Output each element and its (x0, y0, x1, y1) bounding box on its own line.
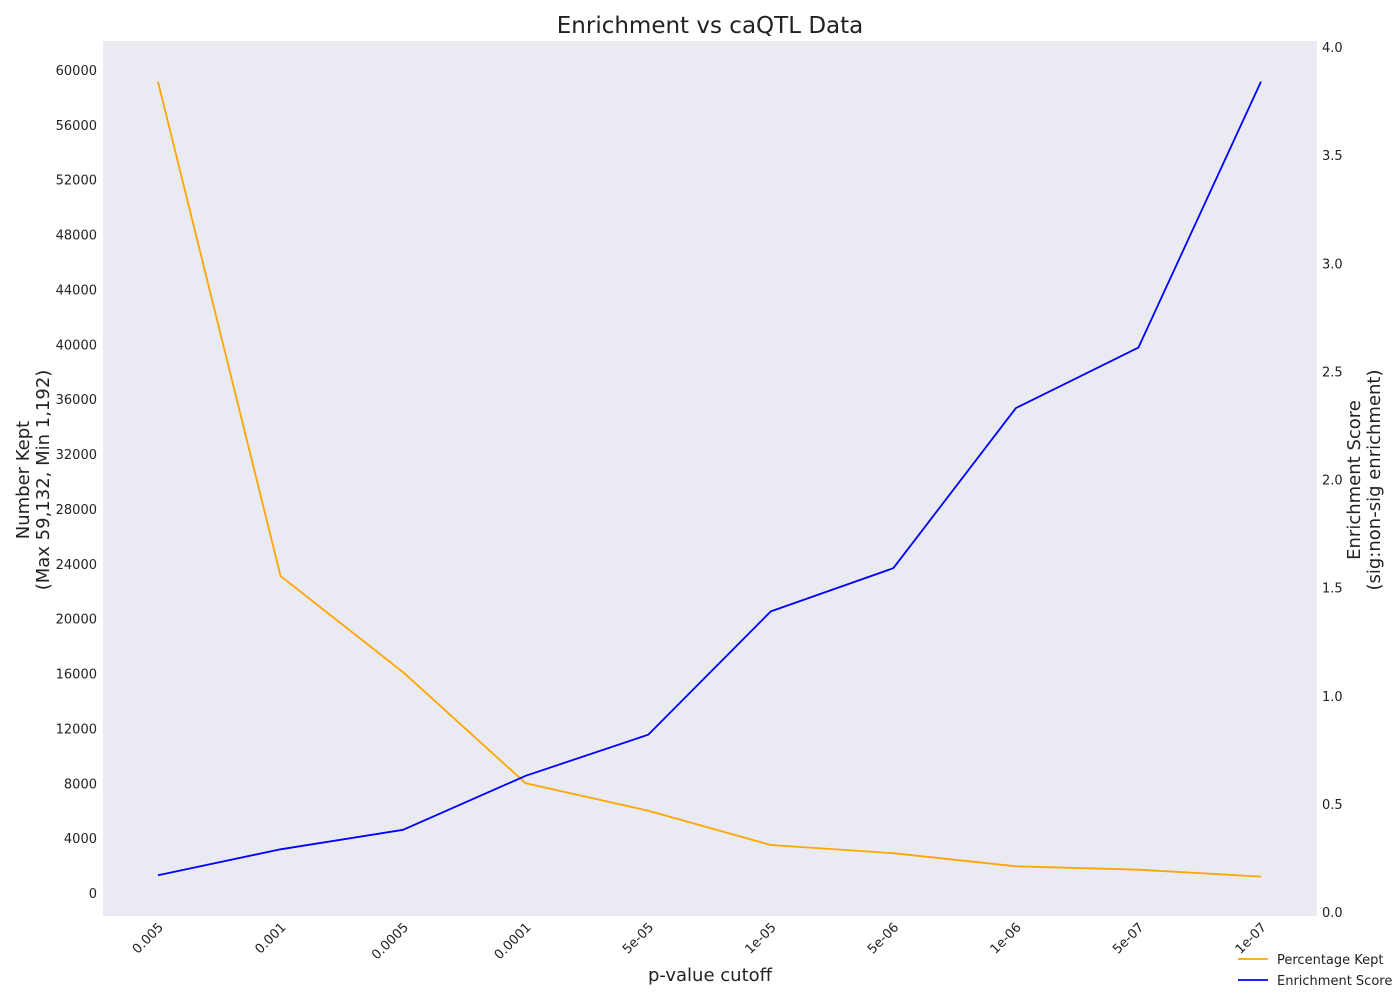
left-axis-label: Number Kept (Max 59,132, Min 1,192) (13, 370, 54, 591)
right-tick-label: 3.0 (1322, 257, 1343, 272)
x-tick-label: 5e-07 (1110, 920, 1147, 957)
left-tick-label: 32000 (56, 448, 97, 463)
x-tick-label: 1e-06 (988, 920, 1025, 957)
right-tick-label: 2.0 (1322, 474, 1343, 489)
left-tick-label: 28000 (56, 503, 97, 518)
right-tick-label: 1.0 (1322, 690, 1343, 705)
left-tick-label: 24000 (56, 558, 97, 573)
x-tick-label: 5e-05 (620, 920, 657, 957)
left-tick-label: 56000 (56, 119, 97, 134)
left-axis-label-line-2: (Max 59,132, Min 1,192) (33, 370, 54, 591)
series-line-percentage-kept (157, 81, 1262, 878)
left-tick-label: 44000 (56, 283, 97, 298)
x-tick-label: 0.001 (252, 920, 289, 957)
x-axis-label: p-value cutoff (648, 965, 773, 986)
x-tick-label: 0.0001 (492, 920, 535, 963)
plot-area (103, 41, 1317, 916)
right-tick-label: 2.5 (1322, 365, 1343, 380)
left-tick-label: 52000 (56, 174, 97, 189)
right-y-ticks: 0.0 0.5 1.0 1.5 2.0 2.5 3.0 3.5 4.0 (1322, 41, 1343, 921)
right-tick-label: 3.5 (1322, 149, 1343, 164)
x-tick-label: 1e-05 (742, 920, 779, 957)
x-ticks: 0.005 0.001 0.0005 0.0001 5e-05 1e-05 5e-06 1e-… (130, 920, 1270, 963)
x-tick-label: 1e-07 (1233, 920, 1270, 957)
series-lines (157, 81, 1262, 878)
left-tick-label: 60000 (56, 64, 97, 79)
x-tick-label: 0.005 (130, 920, 167, 957)
right-axis-label-line-1: Enrichment Score (1344, 400, 1365, 560)
right-axis-label-line-2: (sig:non-sig enrichment) (1364, 369, 1385, 590)
left-tick-label: 40000 (56, 338, 97, 353)
left-tick-label: 12000 (56, 722, 97, 737)
right-tick-label: 0.5 (1322, 798, 1343, 813)
chart-title: Enrichment vs caQTL Data (557, 13, 863, 39)
right-tick-label: 1.5 (1322, 582, 1343, 597)
right-axis-label: Enrichment Score (sig:non-sig enrichment… (1344, 369, 1385, 590)
left-tick-label: 16000 (56, 668, 97, 683)
left-tick-label: 4000 (64, 832, 97, 847)
legend: Percentage Kept Enrichment Score (1238, 953, 1392, 989)
right-tick-label: 4.0 (1322, 41, 1343, 56)
left-tick-label: 20000 (56, 613, 97, 628)
left-tick-label: 36000 (56, 393, 97, 408)
x-tick-label: 5e-06 (865, 920, 902, 957)
left-tick-label: 8000 (64, 777, 97, 792)
left-y-ticks: 0 4000 8000 12000 16000 20000 24000 28000 32000 3… (56, 64, 97, 902)
x-tick-label: 0.0005 (369, 920, 412, 963)
left-tick-label: 0 (89, 887, 97, 902)
legend-label-enrichment-score: Enrichment Score (1277, 974, 1392, 989)
left-axis-label-line-1: Number Kept (13, 421, 34, 540)
left-tick-label: 48000 (56, 229, 97, 244)
legend-label-percentage-kept: Percentage Kept (1277, 953, 1384, 968)
series-line-enrichment-score (157, 81, 1262, 877)
right-tick-label: 0.0 (1322, 906, 1343, 921)
